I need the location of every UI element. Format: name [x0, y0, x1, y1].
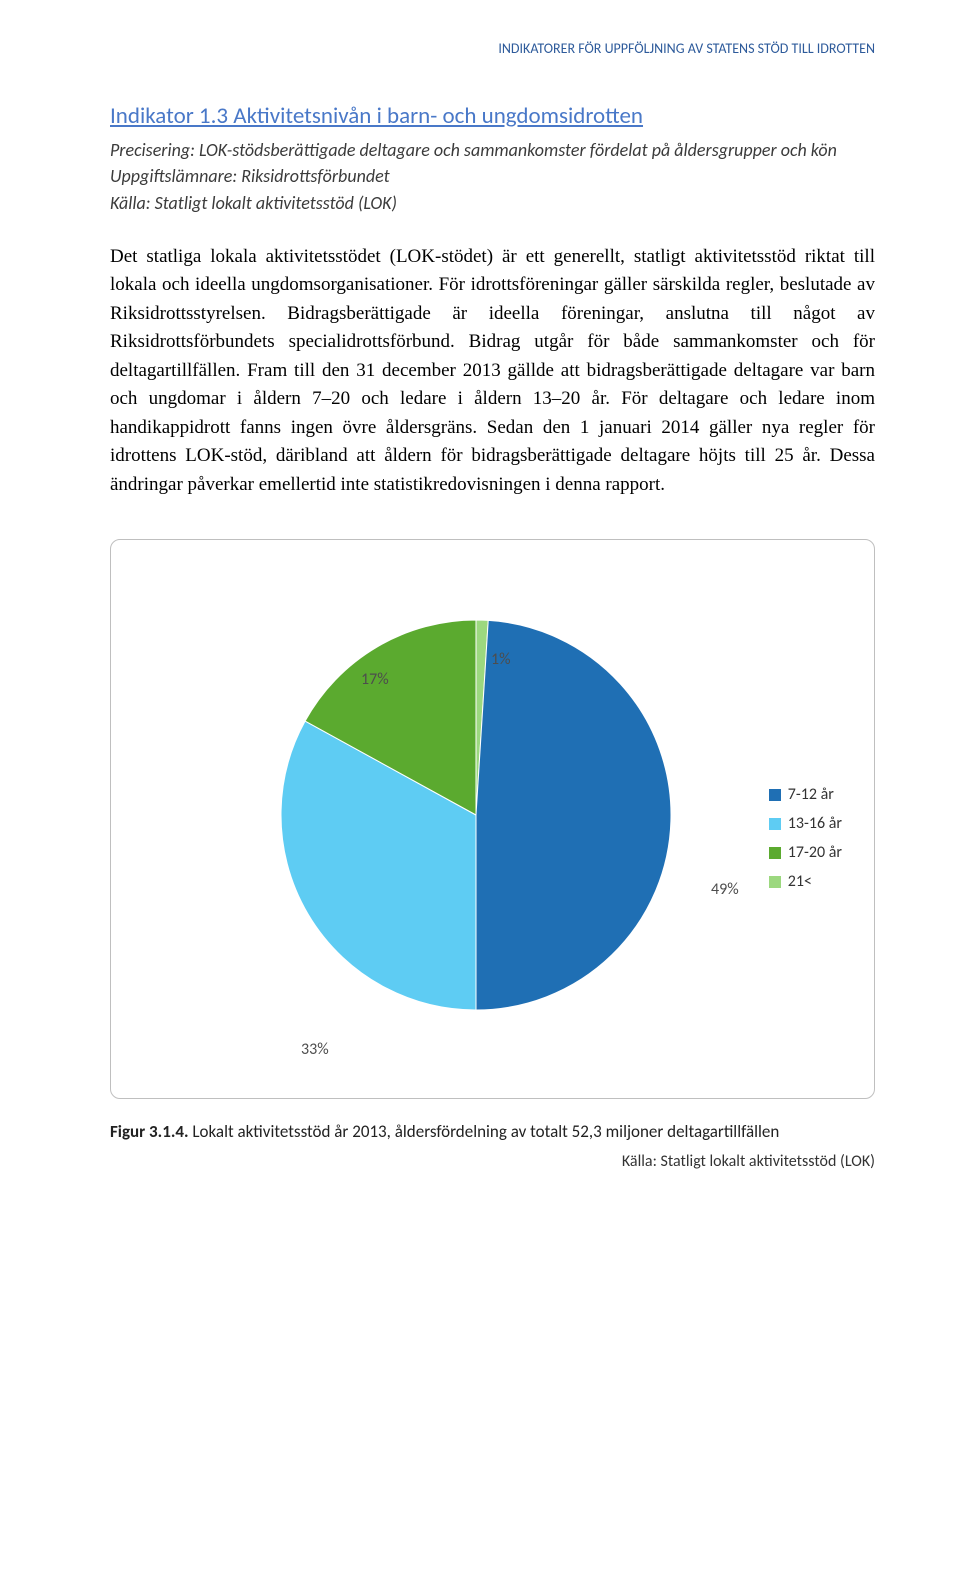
pie-chart: 1%17%49%33% [281, 620, 671, 1015]
section-title-link[interactable]: Indikator 1.3 Aktivitetsnivån i barn- oc… [110, 102, 875, 130]
legend-item: 17-20 år [769, 843, 842, 862]
meta-kalla: Källa: Statligt lokalt aktivitetsstöd (L… [110, 191, 875, 215]
chart-legend: 7-12 år 13-16 år 17-20 år 21< [769, 785, 842, 901]
legend-swatch [769, 876, 781, 888]
legend-label: 13-16 år [788, 814, 842, 833]
figure-caption: Figur 3.1.4. Lokalt aktivitetsstöd år 20… [110, 1121, 875, 1142]
source-line: Källa: Statligt lokalt aktivitetsstöd (L… [110, 1152, 875, 1171]
legend-label: 21< [788, 872, 812, 891]
legend-label: 7-12 år [788, 785, 834, 804]
body-paragraph: Det statliga lokala aktivitetsstödet (LO… [110, 243, 875, 500]
legend-item: 13-16 år [769, 814, 842, 833]
meta-block: Precisering: LOK-stödsberättigade deltag… [110, 138, 875, 215]
meta-uppgiftslamnare: Uppgiftslämnare: Riksidrottsförbundet [110, 164, 875, 188]
legend-label: 17-20 år [788, 843, 842, 862]
pie-slice [476, 621, 671, 1011]
legend-item: 21< [769, 872, 842, 891]
figure-caption-text: Lokalt aktivitetsstöd år 2013, åldersför… [189, 1121, 780, 1142]
data-label: 33% [301, 1040, 329, 1059]
pie-chart-container: 1% 17% 49% 33% 7-12 år 13-16 år 17-20 år 21< [110, 539, 875, 1099]
data-label: 17% [361, 670, 389, 689]
legend-item: 7-12 år [769, 785, 842, 804]
figure-number: Figur 3.1.4. [110, 1121, 189, 1142]
page-header: INDIKATORER FÖR UPPFÖLJNING AV STATENS S… [110, 40, 875, 57]
meta-precisering: Precisering: LOK-stödsberättigade deltag… [110, 138, 875, 162]
legend-swatch [769, 818, 781, 830]
data-label: 1% [491, 650, 511, 669]
legend-swatch [769, 847, 781, 859]
data-label: 49% [711, 880, 739, 899]
legend-swatch [769, 789, 781, 801]
